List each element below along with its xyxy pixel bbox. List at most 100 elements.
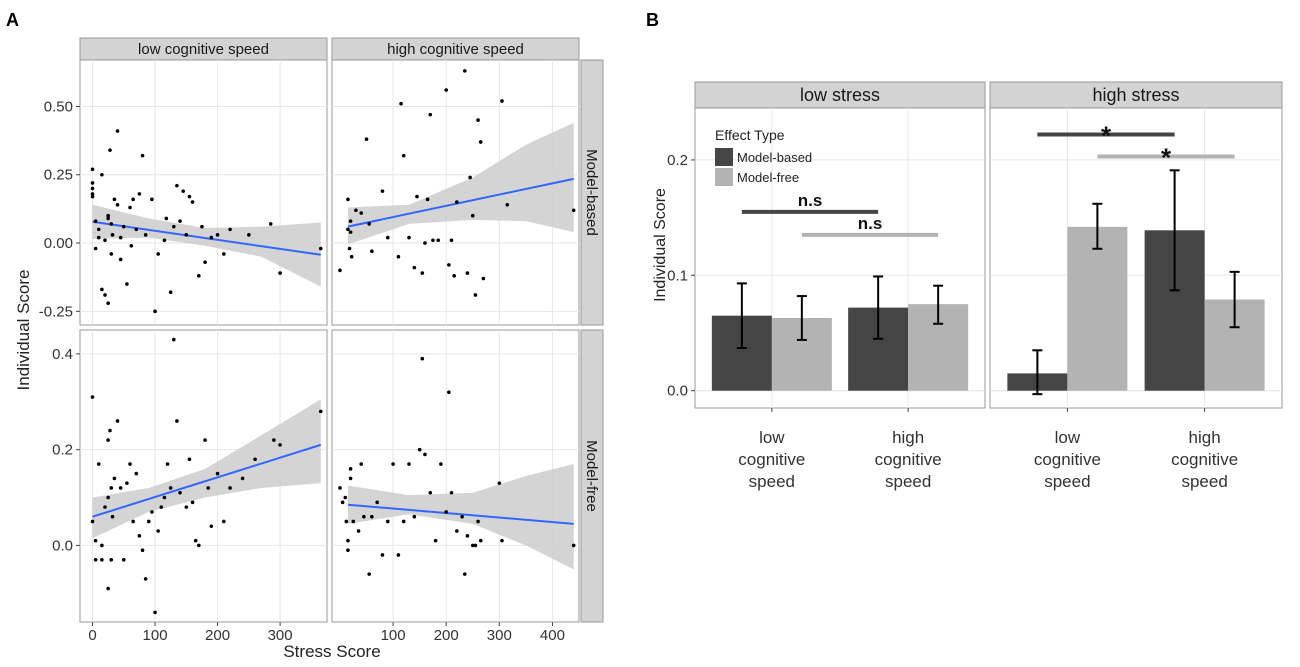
data-point [90,192,95,196]
legend-swatch [715,148,733,166]
data-point [391,462,395,466]
data-point [348,219,353,223]
data-point [121,557,126,562]
data-point [428,112,433,117]
data-point [171,224,176,229]
data-point [96,462,101,466]
data-point [187,194,192,199]
data-point [481,276,486,281]
y-tick-label: 0.50 [44,98,73,115]
data-point [465,271,470,275]
data-point [364,137,369,142]
category-label: low [759,428,785,447]
data-point [344,519,349,524]
data-point [109,557,114,562]
data-point [348,230,353,234]
data-point [108,428,112,433]
data-point [401,519,406,524]
data-point [222,519,226,524]
facet-strip-row [580,329,604,623]
x-tick-label: 200 [434,627,459,644]
panel-label-b: B [646,10,659,30]
data-point [106,213,110,218]
facet-label-col: low cognitive speed [138,41,269,58]
data-point [118,257,123,262]
data-point [171,337,176,342]
data-point [447,263,451,267]
category-label: speed [885,472,931,491]
data-point [146,519,151,524]
data-point [500,538,504,543]
data-point [131,197,135,202]
data-point [359,462,364,466]
data-point [106,438,110,442]
data-point [571,208,576,213]
data-point [356,529,361,533]
data-point [134,227,139,232]
facet-label: low stress [800,85,880,105]
data-point [354,208,358,213]
data-point [203,438,207,442]
data-point [110,514,115,519]
data-point [100,557,104,562]
data-point [109,222,114,226]
category-label: cognitive [1034,450,1101,469]
y-tick-label: 0.2 [667,152,688,169]
data-point [115,202,120,207]
data-point [90,167,95,172]
data-point [433,538,438,543]
data-point [100,287,104,292]
data-point [156,252,160,256]
data-point [197,543,201,548]
significance-label: n.s [798,191,823,210]
data-point [112,476,117,481]
data-point [118,235,123,240]
data-point [215,233,220,237]
data-point [159,505,164,509]
data-point [90,395,95,399]
data-point [444,510,449,514]
data-point [209,524,214,529]
data-point [106,301,110,305]
data-point [500,99,504,103]
y-tick-label: 0.0 [667,383,688,400]
data-point [209,235,214,240]
data-point [447,390,451,395]
data-point [106,495,110,500]
data-point [478,538,483,543]
data-point [93,219,98,223]
chart-a-y-axis-label: Individual Score [14,270,33,391]
facet-strip [694,81,986,109]
data-point [428,490,433,495]
data-point [318,246,323,251]
data-point [470,213,475,218]
data-point [106,586,110,591]
regression-line [347,503,574,525]
data-point [278,443,282,447]
data-point [137,192,142,196]
data-point [150,197,154,202]
data-point [571,543,576,548]
data-point [184,233,189,237]
data-point [420,271,425,275]
data-point [462,572,467,576]
scatter-panel [79,59,328,326]
chart-a: low cognitive speed high cognitive speed M… [39,37,604,644]
data-point [150,510,154,514]
bar-panel: high stress low cognitive speed high cognitiv… [989,81,1283,491]
x-tick-label: 100 [381,627,406,644]
data-point [272,438,276,442]
category-label: speed [749,472,795,491]
data-point [478,140,483,144]
data-point [452,274,456,278]
legend-label: Model-free [737,170,799,185]
data-point [162,495,167,500]
data-point [367,222,371,226]
data-point [103,505,107,509]
data-point [103,293,107,297]
data-point [190,200,195,204]
chart-a-x-axis-label: Stress Score [283,642,380,661]
confidence-band [92,204,321,287]
significance-label: n.s [858,214,883,233]
